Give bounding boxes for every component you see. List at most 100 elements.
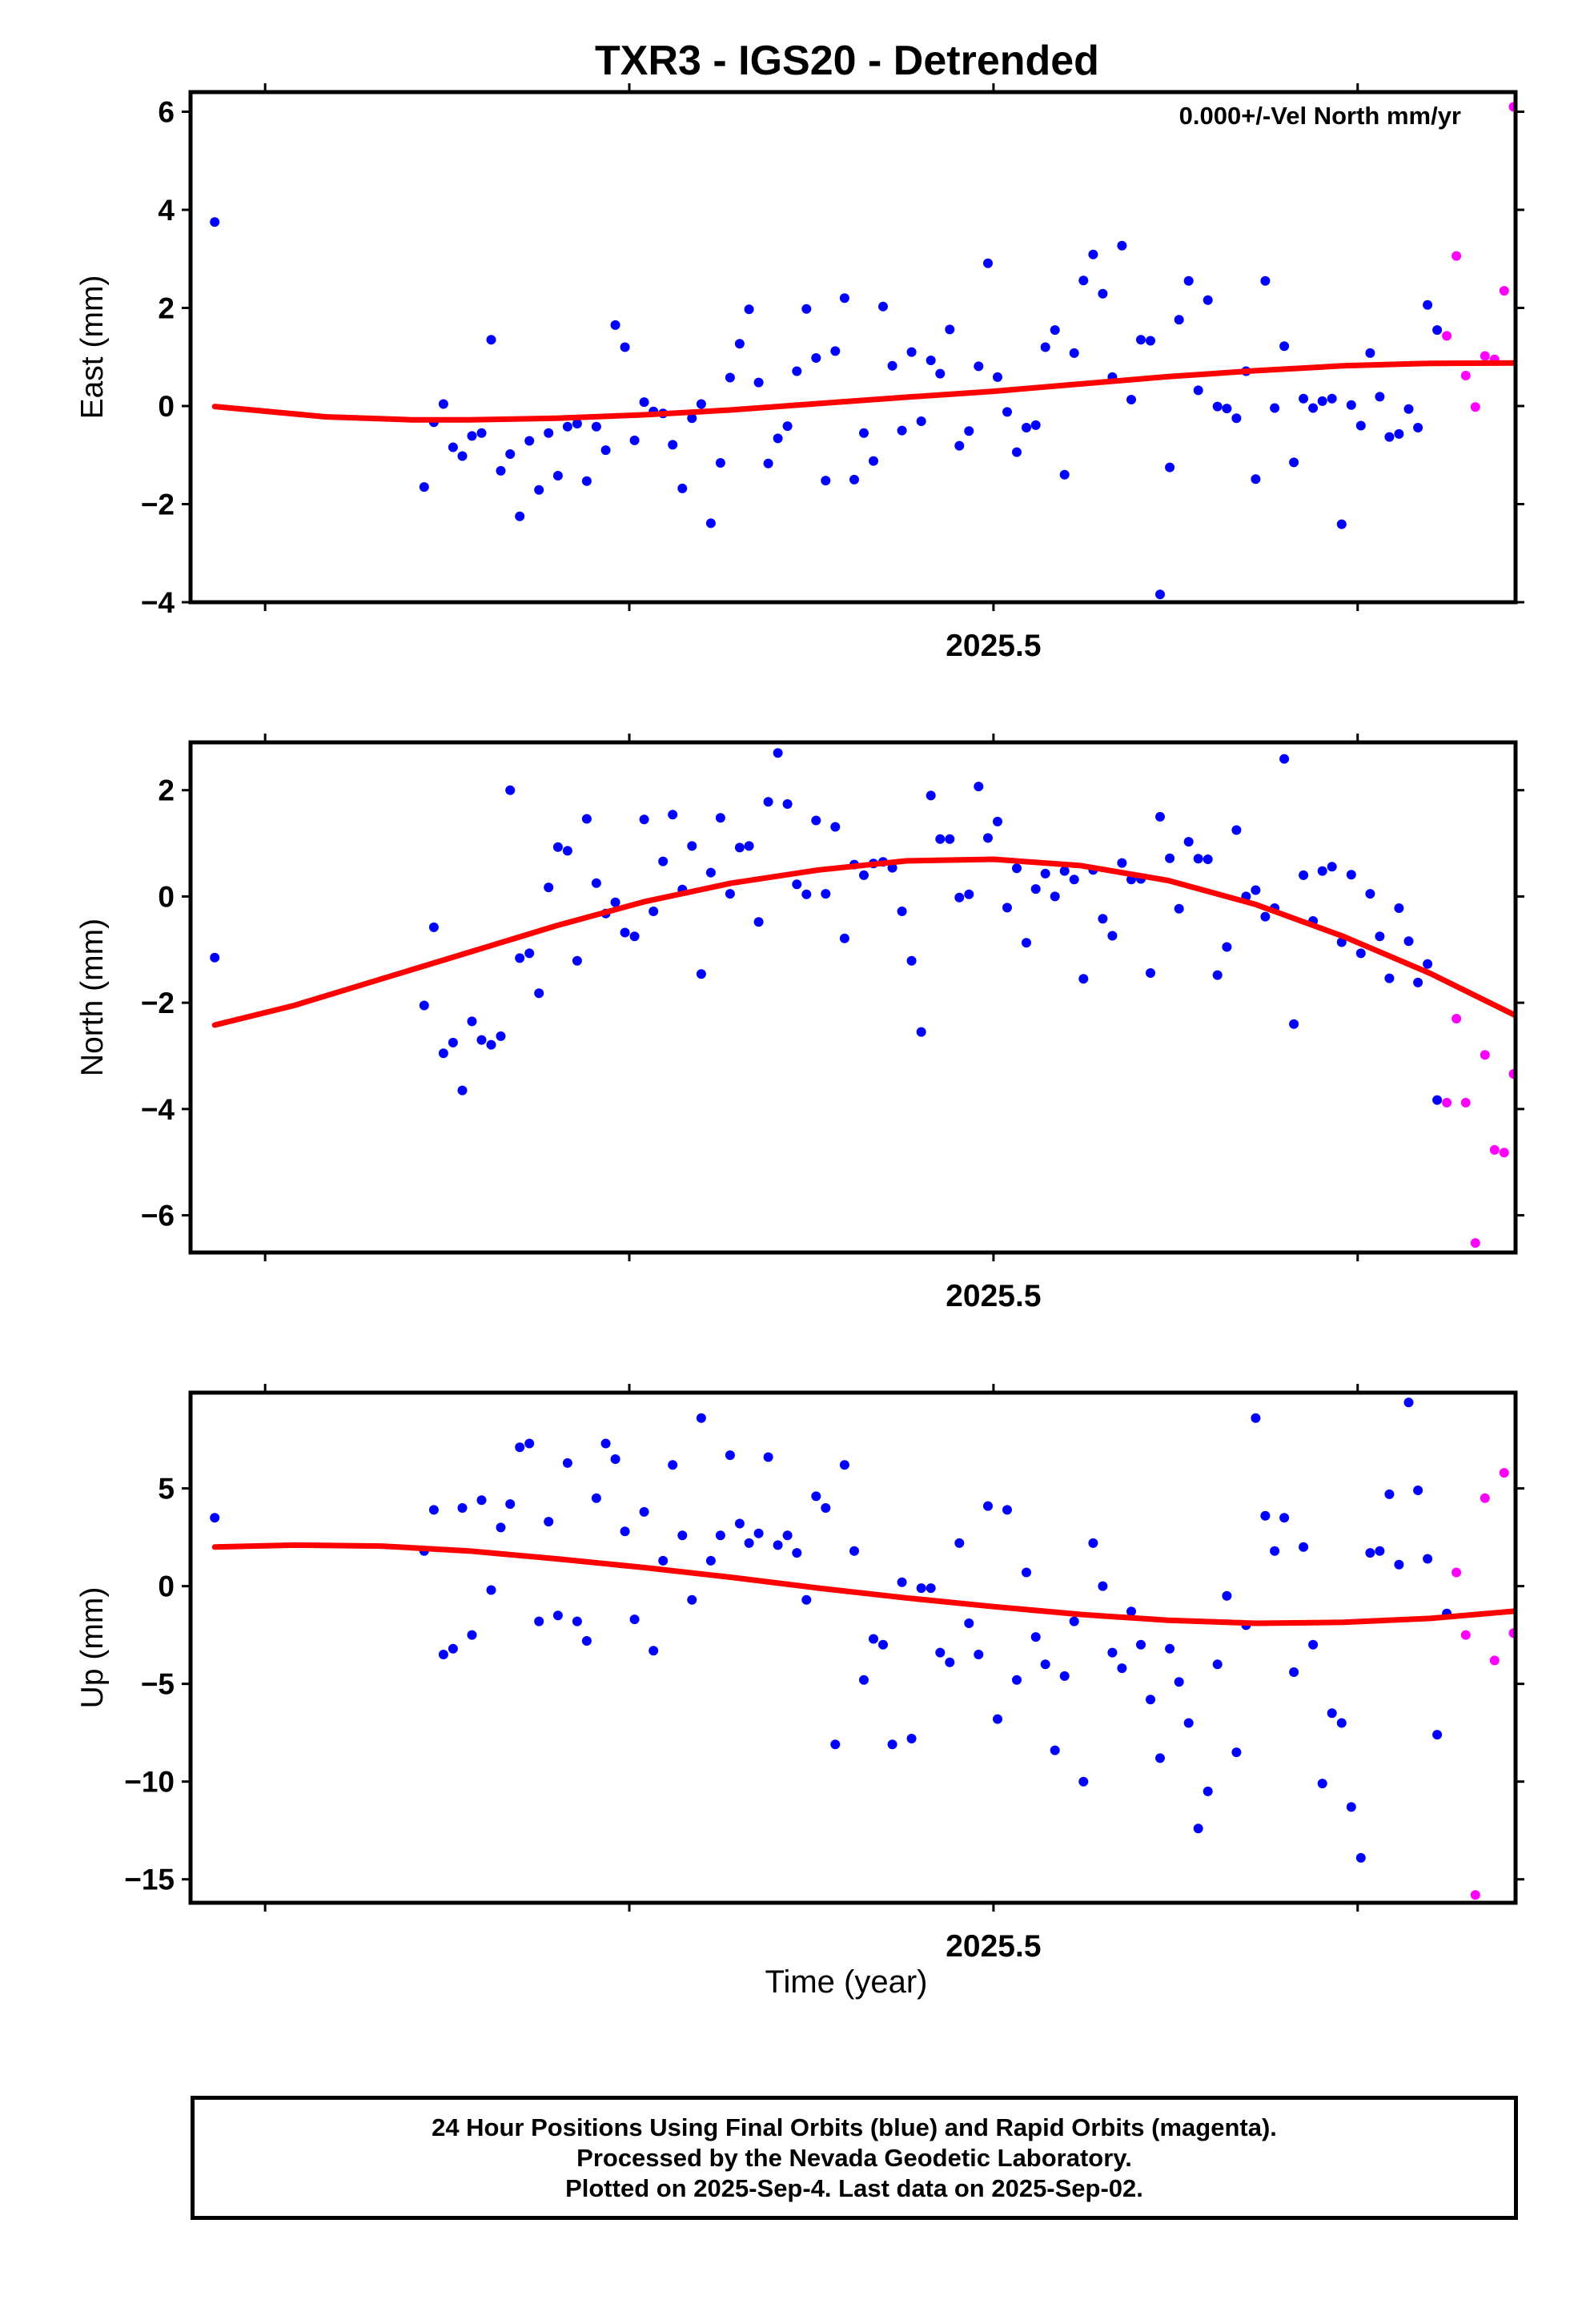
final-orbit-point [572,1616,582,1626]
final-orbit-point [811,353,821,363]
final-orbit-point [1327,1708,1337,1719]
final-orbit-point [926,356,936,365]
final-orbit-point [1107,1647,1118,1658]
plot-frame [188,90,1518,605]
final-orbit-point [1002,903,1012,913]
final-orbit-point [1279,341,1290,352]
final-orbit-point [1183,275,1194,286]
final-orbit-point [1040,342,1050,352]
final-orbit-point [1423,959,1433,969]
rapid-orbit-point [1519,1445,1528,1454]
final-orbit-point [1423,1554,1433,1564]
final-orbit-point [974,361,984,372]
final-orbit-point [773,433,783,444]
final-orbit-point [734,339,745,349]
final-orbit-point [457,1503,468,1513]
final-orbit-point [496,1522,506,1533]
final-orbit-point [581,814,592,824]
final-orbit-point [1050,1745,1060,1755]
plot-frame [188,740,1518,1255]
final-orbit-point [1174,1677,1184,1687]
final-orbit-point [572,419,582,428]
final-orbit-point [849,1546,859,1556]
final-orbit-point [1078,974,1089,984]
final-orbit-point [639,814,649,825]
final-orbit-point [1327,862,1337,872]
final-orbit-point [1040,1659,1050,1670]
final-orbit-point [964,426,974,436]
final-orbit-point [1299,1542,1309,1552]
velocity-annotation: 0.000+/-Vel North mm/yr [1179,102,1461,130]
final-orbit-point [1289,457,1299,468]
final-orbit-point [1059,1671,1070,1681]
final-orbit-point [610,897,620,907]
rapid-orbit-point [1470,1238,1480,1248]
final-orbit-point [773,1540,783,1550]
plot-frame [188,1390,1518,1905]
final-orbit-point [610,320,620,330]
final-orbit-point [515,953,525,963]
final-orbit-point [1432,325,1443,336]
final-orbit-point [763,1452,773,1462]
final-orbit-point [639,397,649,408]
final-orbit-point [1355,1852,1366,1863]
final-orbit-point [1059,866,1070,876]
final-orbit-point [467,431,477,441]
final-orbit-point [964,1618,974,1628]
final-orbit-point [983,833,993,843]
y-tick-label: −6 [141,1200,175,1232]
final-orbit-point [448,1643,458,1654]
final-orbit-point [1279,754,1290,764]
final-orbit-point [505,1499,516,1510]
final-orbit-point [1394,1559,1404,1570]
final-orbit-point [705,518,716,529]
final-orbit-point [562,846,572,856]
final-orbit-point [534,485,544,495]
final-orbit-point [629,1614,640,1625]
panel-north: 2 0 −2 −4 −6 2025.5 North (mm) [75,734,1524,1313]
final-orbit-point [1413,977,1423,987]
final-orbit-point [581,476,592,486]
panel-up: 5 0 −5 −10 −15 2025.5 Up (mm) [75,1384,1528,1964]
final-orbit-point [620,342,630,352]
plot-area [210,1397,1528,1900]
final-orbit-point [610,1454,620,1464]
final-orbit-point [1231,413,1242,424]
final-orbit-point [1222,942,1232,952]
final-orbit-point [1107,931,1118,941]
final-orbit-point [1355,948,1366,959]
panel-east: 6 4 2 0 −2 −4 2025.5 East (mm) 0.000+/-Vel North… [75,83,1524,663]
final-orbit-point [620,1526,630,1537]
final-orbit-point [677,483,688,493]
final-orbit-point [1375,392,1385,402]
y-tick-label: −2 [141,489,175,521]
final-orbit-point [524,1438,535,1449]
final-orbit-point [1327,393,1337,404]
final-orbit-point [1098,914,1108,924]
final-orbit-point [935,834,946,844]
final-orbit-point [1279,1513,1290,1523]
rapid-orbit-point [1470,402,1480,412]
final-orbit-point [906,955,917,966]
final-orbit-point [859,1675,869,1685]
rapid-orbit-point [1480,1050,1490,1060]
final-orbit-point [1365,889,1375,899]
final-orbit-point [983,258,993,268]
final-orbit-point [715,813,725,823]
final-orbit-point [792,366,802,376]
y-tick-label: −2 [141,987,175,1019]
footer-line-2: Processed by the Nevada Geodetic Laborat… [576,2143,1132,2172]
final-orbit-point [1050,325,1060,336]
final-orbit-point [1203,1786,1213,1796]
rapid-orbit-point [1489,1144,1500,1155]
x-tick-label: 2025.5 [946,1279,1041,1313]
final-orbit-point [428,1505,439,1515]
final-orbit-point [878,1639,888,1650]
final-orbit-point [926,790,936,801]
rapid-orbit-point [1499,1468,1509,1478]
final-orbit-point [1069,348,1079,358]
rapid-orbit-point [1480,1493,1490,1503]
final-orbit-point [744,1538,754,1548]
final-orbit-point [935,368,946,379]
final-orbit-point [1012,1675,1022,1685]
